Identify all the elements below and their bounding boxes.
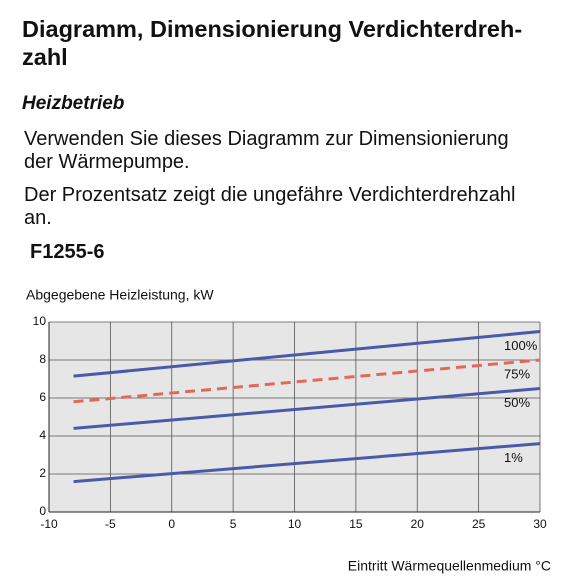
x-tick-label: -10 [40, 517, 58, 531]
title: Diagramm, Dimensionierung Verdichterdreh… [22, 16, 523, 42]
heading: Heizbetrieb [22, 93, 125, 114]
y-tick-label: 4 [39, 428, 46, 442]
paragraph-line: der Wärmepumpe. [24, 151, 190, 173]
x-tick-label: 20 [411, 517, 425, 531]
paragraph-line: Der Prozentsatz zeigt die ungefähre Verd… [24, 184, 516, 206]
y-tick-label: 10 [33, 314, 47, 328]
y-tick-label: 0 [39, 504, 46, 518]
x-tick-label: 10 [288, 517, 302, 531]
series-label: 1% [504, 450, 523, 465]
y-tick-label: 6 [39, 390, 46, 404]
x-tick-label: 30 [533, 517, 547, 531]
series-label: 75% [504, 366, 530, 381]
title: zahl [22, 44, 68, 70]
y-tick-label: 2 [39, 466, 46, 480]
series-label: 100% [504, 338, 538, 353]
x-tick-label: 0 [168, 517, 175, 531]
series-line [73, 358, 541, 404]
x-axis-label: Eintritt Wärmequellenmedium °C [348, 558, 551, 574]
model-name: F1255-6 [30, 241, 105, 263]
x-tick-label: -5 [105, 517, 116, 531]
paragraph-line: Verwenden Sie dieses Diagramm zur Dimens… [24, 128, 509, 150]
x-tick-label: 5 [230, 517, 237, 531]
y-axis-label: Abgegebene Heizleistung, kW [26, 287, 214, 303]
paragraph-line: an. [24, 207, 52, 229]
x-tick-label: 25 [472, 517, 486, 531]
series-line [73, 442, 541, 484]
y-tick-label: 8 [39, 352, 46, 366]
series-line [73, 387, 541, 430]
series-label: 50% [504, 395, 530, 410]
series-line [73, 330, 541, 378]
x-tick-label: 15 [349, 517, 363, 531]
